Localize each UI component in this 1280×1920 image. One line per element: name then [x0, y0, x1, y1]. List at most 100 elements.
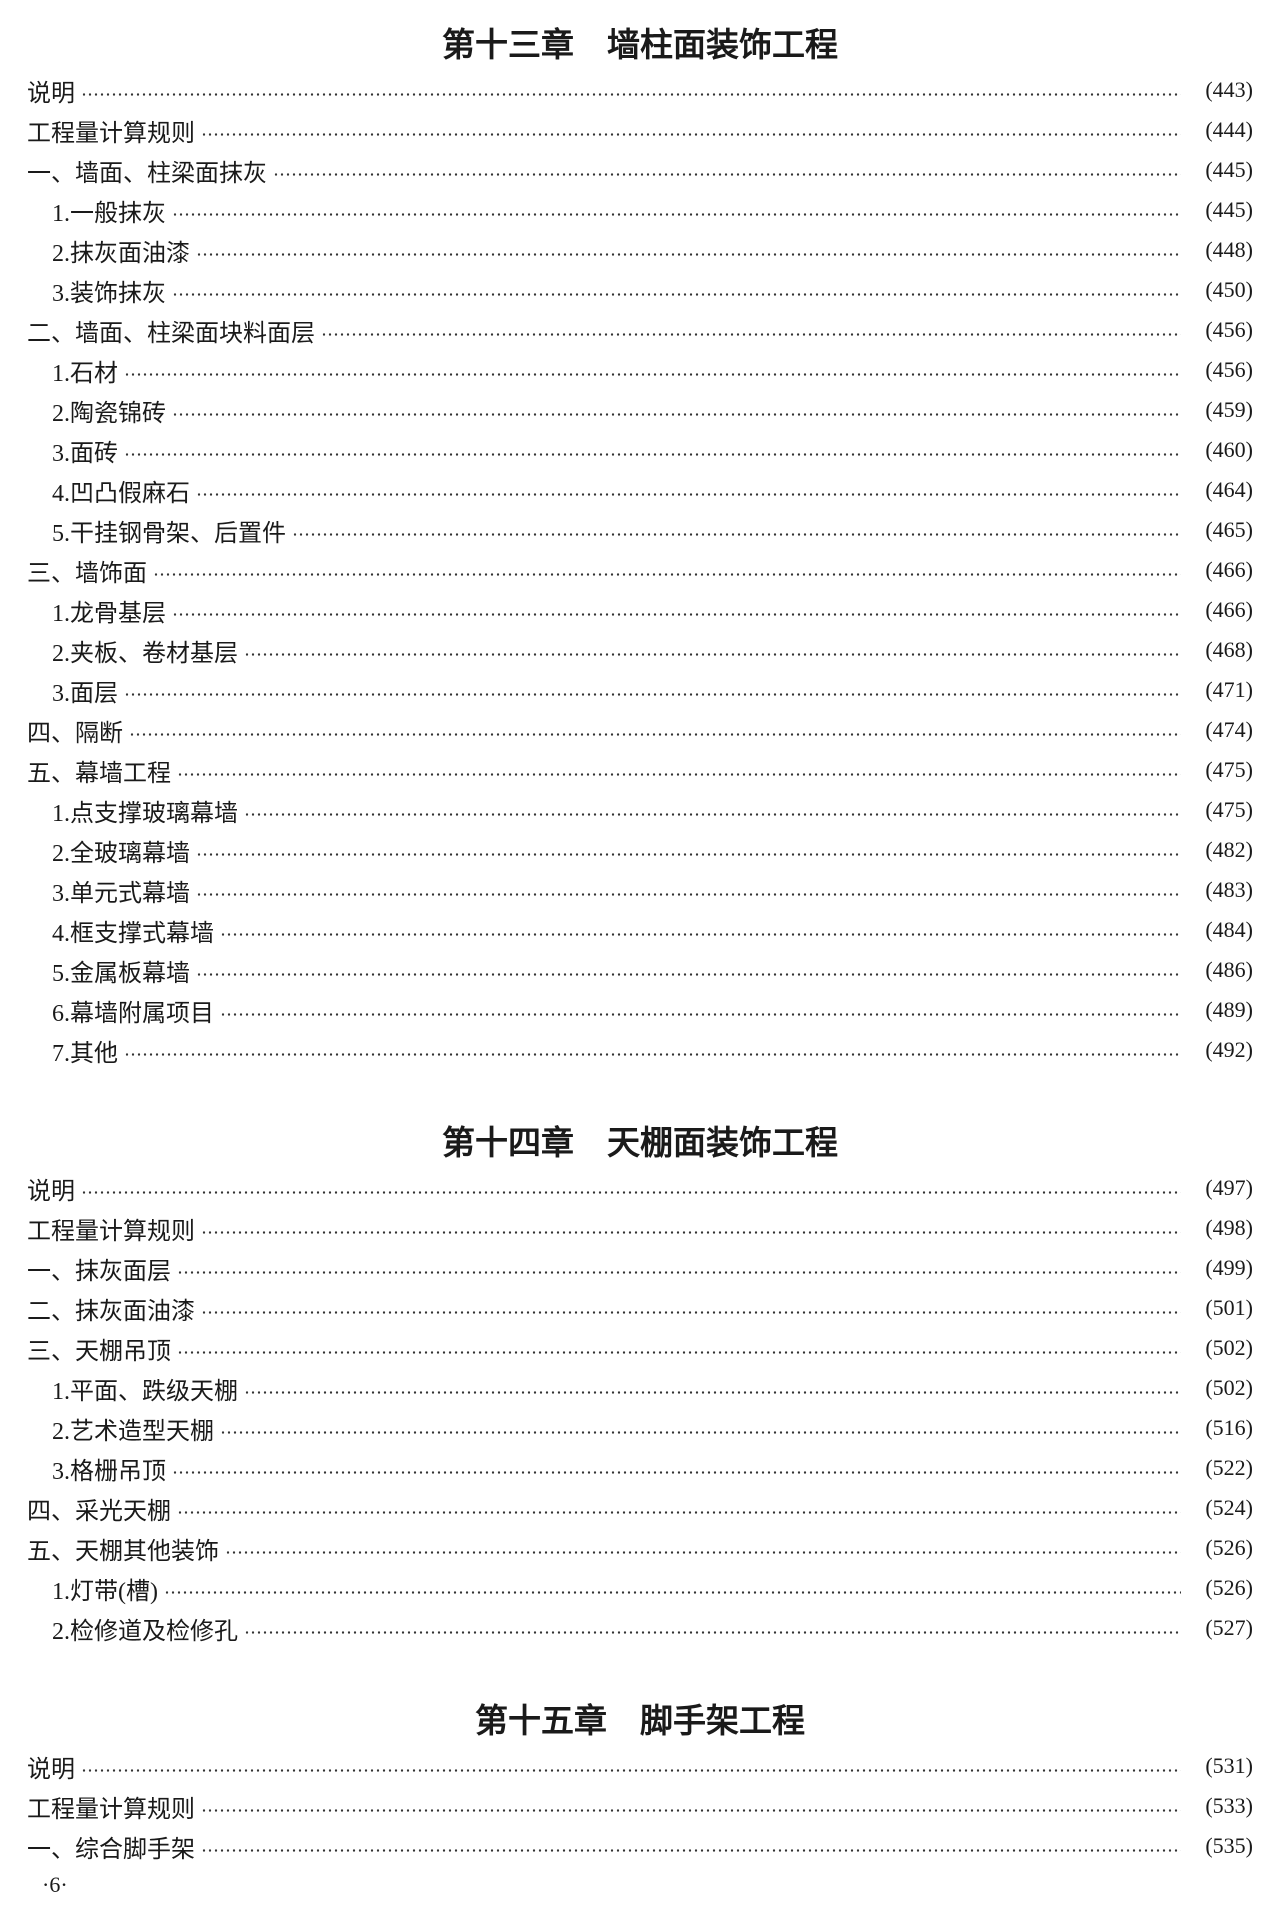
toc-entry[interactable]: 2.艺术造型天棚 (516) — [0, 1408, 1280, 1448]
dot-leader — [292, 532, 1181, 536]
dot-leader — [196, 972, 1181, 976]
toc-entry-page: (448) — [1205, 237, 1253, 262]
dot-leader — [81, 92, 1181, 96]
toc-entry-label: 7.其他 — [52, 1040, 118, 1067]
toc-entry-page: (456) — [1205, 357, 1253, 382]
chapter-13: 第十三章 墙柱面装饰工程 说明 (443) 工程量计算规则 (444) 一、墙面、柱梁面抹… — [0, 20, 1280, 1070]
dot-leader — [129, 732, 1181, 736]
dot-leader — [124, 692, 1181, 696]
toc-entry-label: 一、抹灰面层 — [27, 1258, 171, 1285]
toc-entry[interactable]: 2.抹灰面油漆 (448) — [0, 230, 1280, 270]
toc-entry[interactable]: 1.点支撑玻璃幕墙 (475) — [0, 790, 1280, 830]
toc-entry[interactable]: 五、天棚其他装饰 (526) — [0, 1528, 1280, 1568]
toc-entry-label: 三、墙饰面 — [27, 560, 147, 587]
toc-entry[interactable]: 说明 (497) — [0, 1168, 1280, 1208]
toc-entry[interactable]: 工程量计算规则 (498) — [0, 1208, 1280, 1248]
toc-entry[interactable]: 工程量计算规则 (444) — [0, 110, 1280, 150]
toc-entry[interactable]: 四、隔断 (474) — [0, 710, 1280, 750]
toc-entry-page: (445) — [1205, 157, 1253, 182]
toc-entry[interactable]: 3.格栅吊顶 (522) — [0, 1448, 1280, 1488]
toc-entry[interactable]: 四、采光天棚 (524) — [0, 1488, 1280, 1528]
dot-leader — [201, 132, 1181, 136]
dot-leader — [172, 212, 1181, 216]
toc-entry-label: 五、天棚其他装饰 — [27, 1538, 219, 1565]
toc-entry-page: (459) — [1205, 397, 1253, 422]
toc-entry[interactable]: 1.平面、跌级天棚 (502) — [0, 1368, 1280, 1408]
toc-entry[interactable]: 工程量计算规则 (533) — [0, 1786, 1280, 1826]
toc-entry-label: 工程量计算规则 — [27, 1218, 195, 1245]
toc-entry[interactable]: 1.石材 (456) — [0, 350, 1280, 390]
dot-leader — [201, 1310, 1181, 1314]
toc-entry-label: 3.装饰抹灰 — [52, 280, 166, 307]
toc-entry[interactable]: 五、幕墙工程 (475) — [0, 750, 1280, 790]
toc-entry[interactable]: 2.检修道及检修孔 (527) — [0, 1608, 1280, 1648]
toc-entry-page: (445) — [1205, 197, 1253, 222]
dot-leader — [196, 492, 1181, 496]
toc-entry[interactable]: 二、抹灰面油漆 (501) — [0, 1288, 1280, 1328]
dot-leader — [81, 1190, 1181, 1194]
toc-entry-label: 2.夹板、卷材基层 — [52, 640, 238, 667]
toc-entry-label: 3.格栅吊顶 — [52, 1458, 166, 1485]
toc-entry-page: (484) — [1205, 917, 1253, 942]
dot-leader — [124, 452, 1181, 456]
toc-entry-page: (501) — [1205, 1295, 1253, 1320]
toc-entry[interactable]: 三、墙饰面 (466) — [0, 550, 1280, 590]
toc-entry[interactable]: 6.幕墙附属项目 (489) — [0, 990, 1280, 1030]
toc-entry-page: (502) — [1205, 1335, 1253, 1360]
toc-entry-label: 2.全玻璃幕墙 — [52, 840, 190, 867]
dot-leader — [244, 1630, 1181, 1634]
dot-leader — [196, 892, 1181, 896]
toc-entry[interactable]: 7.其他 (492) — [0, 1030, 1280, 1070]
toc-entry[interactable]: 1.一般抹灰 (445) — [0, 190, 1280, 230]
toc-entry[interactable]: 2.夹板、卷材基层 (468) — [0, 630, 1280, 670]
toc-entry[interactable]: 说明 (531) — [0, 1746, 1280, 1786]
dot-leader — [220, 1430, 1181, 1434]
toc-entry[interactable]: 2.陶瓷锦砖 (459) — [0, 390, 1280, 430]
toc-entry-label: 2.检修道及检修孔 — [52, 1618, 238, 1645]
toc-entry[interactable]: 2.全玻璃幕墙 (482) — [0, 830, 1280, 870]
toc-entry[interactable]: 4.凹凸假麻石 (464) — [0, 470, 1280, 510]
toc-entry[interactable]: 1.龙骨基层 (466) — [0, 590, 1280, 630]
dot-leader — [177, 1510, 1181, 1514]
toc-entry[interactable]: 一、综合脚手架 (535) — [0, 1826, 1280, 1866]
toc-entry[interactable]: 5.金属板幕墙 (486) — [0, 950, 1280, 990]
toc-entry[interactable]: 3.面层 (471) — [0, 670, 1280, 710]
toc-entry[interactable]: 3.装饰抹灰 (450) — [0, 270, 1280, 310]
toc-entry-page: (499) — [1205, 1255, 1253, 1280]
toc-entry-label: 一、墙面、柱梁面抹灰 — [27, 160, 267, 187]
toc-entry-page: (516) — [1205, 1415, 1253, 1440]
toc-entry[interactable]: 3.面砖 (460) — [0, 430, 1280, 470]
toc-entry[interactable]: 三、天棚吊顶 (502) — [0, 1328, 1280, 1368]
toc-entry-label: 1.灯带(槽) — [52, 1578, 158, 1605]
toc-entry-page: (489) — [1205, 997, 1253, 1022]
toc-entry-page: (486) — [1205, 957, 1253, 982]
dot-leader — [124, 372, 1181, 376]
dot-leader — [177, 1270, 1181, 1274]
toc-entry[interactable]: 一、抹灰面层 (499) — [0, 1248, 1280, 1288]
chapter-title: 第十四章 天棚面装饰工程 — [442, 1123, 838, 1162]
dot-leader — [321, 332, 1181, 336]
toc-entry[interactable]: 5.干挂钢骨架、后置件 (465) — [0, 510, 1280, 550]
dot-leader — [163, 1590, 1181, 1594]
toc-entry[interactable]: 二、墙面、柱梁面块料面层 (456) — [0, 310, 1280, 350]
toc-entry-label: 说明 — [27, 1178, 75, 1205]
toc-entry-label: 2.陶瓷锦砖 — [52, 400, 166, 427]
toc-entry-page: (466) — [1205, 597, 1253, 622]
toc-entry[interactable]: 4.框支撑式幕墙 (484) — [0, 910, 1280, 950]
dot-leader — [177, 1350, 1181, 1354]
toc-entry[interactable]: 3.单元式幕墙 (483) — [0, 870, 1280, 910]
toc-entry-label: 三、天棚吊顶 — [27, 1338, 171, 1365]
dot-leader — [201, 1808, 1181, 1812]
toc-entry-label: 二、墙面、柱梁面块料面层 — [27, 320, 315, 347]
toc-entry-label: 3.面层 — [52, 680, 118, 707]
toc-entry-page: (474) — [1205, 717, 1253, 742]
toc-entry[interactable]: 说明 (443) — [0, 70, 1280, 110]
toc-entry-page: (524) — [1205, 1495, 1253, 1520]
toc-entry-page: (498) — [1205, 1215, 1253, 1240]
toc-entry[interactable]: 一、墙面、柱梁面抹灰 (445) — [0, 150, 1280, 190]
toc-entry-page: (527) — [1205, 1615, 1253, 1640]
dot-leader — [201, 1230, 1181, 1234]
chapter-title: 第十三章 墙柱面装饰工程 — [442, 25, 838, 64]
toc-entry[interactable]: 1.灯带(槽) (526) — [0, 1568, 1280, 1608]
toc-entry-label: 一、综合脚手架 — [27, 1836, 195, 1863]
